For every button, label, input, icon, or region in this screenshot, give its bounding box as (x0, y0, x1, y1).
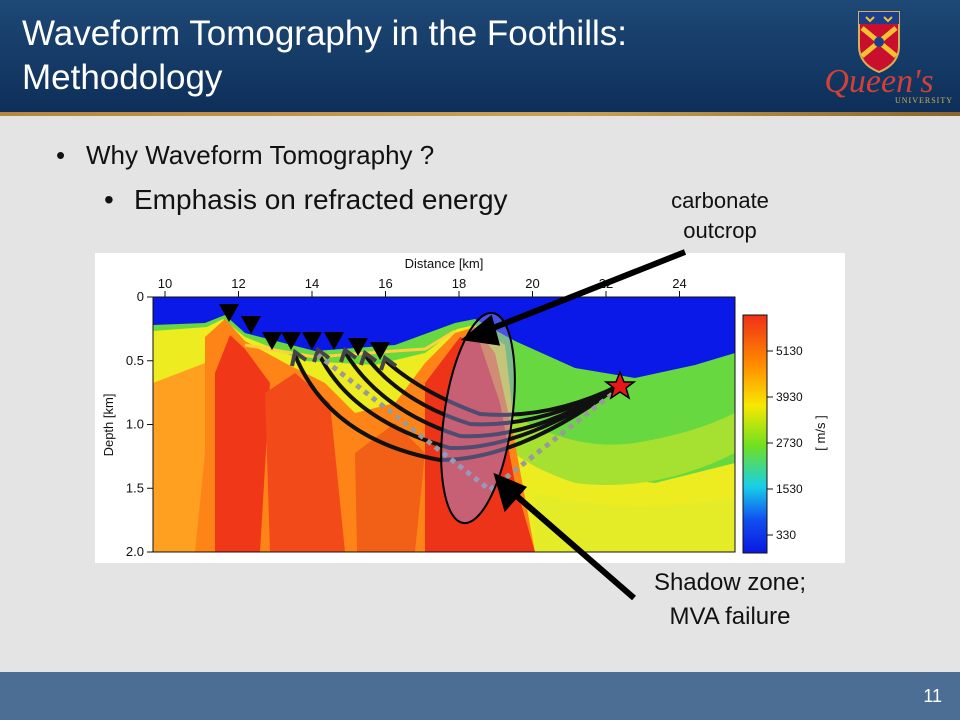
x-axis-label: Distance [km] (405, 256, 484, 271)
colorbar (742, 314, 768, 554)
colorbar-tick-label: 5130 (776, 344, 803, 358)
logo-subtext: UNIVERSITY (895, 96, 953, 105)
colorbar-ticks: 5130 3930 2730 1530 330 (767, 344, 803, 542)
y-tick-label: 0 (137, 289, 144, 304)
velocity-image (153, 297, 735, 552)
callout-line: carbonate (671, 188, 769, 213)
y-tick-label: 1.0 (126, 417, 144, 432)
y-tick-label: 0.5 (126, 353, 144, 368)
colorbar-tick-label: 1530 (776, 482, 803, 496)
y-axis-ticks: 0 0.5 1.0 1.5 2.0 (126, 289, 153, 559)
bullet-level-1: • Why Waveform Tomography ? (56, 140, 434, 171)
queens-university-logo: Queen's UNIVERSITY (824, 11, 953, 105)
title-bar: Waveform Tomography in the Foothills: Me… (0, 0, 960, 112)
x-tick-label: 12 (231, 276, 245, 291)
y-tick-label: 2.0 (126, 544, 144, 559)
y-tick-label: 1.5 (126, 480, 144, 495)
velocity-model-figure: 5130 3930 2730 1530 330 [ m/s ] Distance [km… (95, 253, 845, 563)
bullet-dot-icon: • (104, 184, 114, 215)
page-number: 11 (923, 686, 942, 706)
slide-title: Waveform Tomography in the Foothills: Me… (22, 14, 627, 97)
bullet-level-2: • Emphasis on refracted energy (104, 184, 508, 216)
x-tick-label: 20 (525, 276, 539, 291)
callout-line: MVA failure (669, 603, 791, 630)
header-accent-rule (0, 112, 960, 116)
bullet-text: Emphasis on refracted energy (134, 184, 508, 215)
crest-icon (858, 11, 900, 74)
colorbar-label: [ m/s ] (813, 415, 828, 450)
y-axis-label: Depth [km] (101, 394, 116, 457)
x-tick-label: 22 (599, 276, 613, 291)
callout-line: outcrop (683, 218, 757, 243)
logo-wordmark: Queen's (824, 63, 933, 100)
bullet-dot-icon: • (56, 140, 66, 170)
x-tick-label: 14 (305, 276, 319, 291)
footer-bar: 11 (0, 672, 960, 720)
x-tick-label: 16 (378, 276, 392, 291)
bullet-text: Why Waveform Tomography ? (86, 140, 435, 170)
x-tick-label: 24 (672, 276, 686, 291)
callout-shadow-zone: Shadow zone; MVA failure (620, 566, 840, 634)
callout-carbonate-outcrop: carbonate outcrop (620, 186, 820, 246)
colorbar-tick-label: 330 (776, 528, 796, 542)
colorbar-tick-label: 2730 (776, 436, 803, 450)
x-tick-label: 18 (452, 276, 466, 291)
callout-line: Shadow zone; (653, 569, 807, 596)
x-tick-label: 10 (158, 276, 172, 291)
colorbar-tick-label: 3930 (776, 390, 803, 404)
